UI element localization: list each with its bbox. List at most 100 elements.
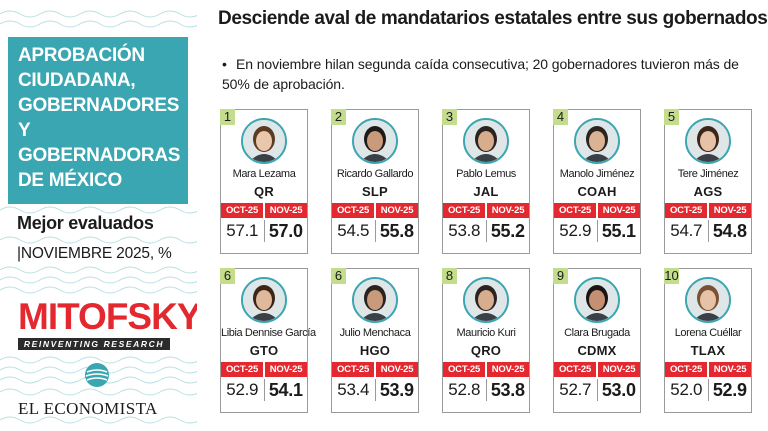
- oct-header: OCT-25: [665, 203, 707, 218]
- oct-value: 52.8: [443, 379, 487, 401]
- nov-header: NOV-25: [598, 203, 640, 218]
- rank-badge: 4: [553, 109, 568, 125]
- month-header: OCT-25 NOV-25: [221, 362, 307, 377]
- left-panel: APROBACIÓN CIUDADANA, GOBERNADORES Y GOB…: [0, 0, 197, 431]
- nov-value: 55.8: [379, 221, 414, 241]
- rank-badge: 2: [331, 109, 346, 125]
- headline: Desciende aval de mandatarios estatales …: [218, 8, 768, 29]
- oct-header: OCT-25: [221, 203, 263, 218]
- month-header: OCT-25 NOV-25: [665, 362, 751, 377]
- portrait-icon: [354, 279, 396, 321]
- approval-values: 53.8 55.2: [443, 220, 529, 242]
- state-code: TLAX: [690, 343, 726, 358]
- portrait-icon: [687, 279, 729, 321]
- nov-header: NOV-25: [487, 203, 529, 218]
- approval-values: 57.1 57.0: [221, 220, 307, 242]
- nov-header: NOV-25: [265, 203, 307, 218]
- oct-value: 52.9: [221, 379, 265, 401]
- governor-name: Libia Dennise García: [221, 327, 316, 339]
- approval-values: 52.0 52.9: [665, 379, 751, 401]
- portrait-icon: [465, 279, 507, 321]
- month-header: OCT-25 NOV-25: [554, 362, 640, 377]
- oct-value: 52.9: [554, 220, 598, 242]
- nov-header: NOV-25: [376, 203, 418, 218]
- month-header: OCT-25 NOV-25: [554, 203, 640, 218]
- month-header: OCT-25 NOV-25: [332, 362, 418, 377]
- portrait-icon: [576, 120, 618, 162]
- approval-values: 54.5 55.8: [332, 220, 418, 242]
- governor-name: Tere Jiménez: [677, 168, 739, 180]
- oct-header: OCT-25: [443, 362, 485, 377]
- nov-header: NOV-25: [598, 362, 640, 377]
- title-line: CIUDADANA,: [18, 70, 136, 91]
- nov-header: NOV-25: [709, 203, 751, 218]
- portrait-icon: [576, 279, 618, 321]
- rank-badge: 6: [220, 268, 235, 284]
- governor-name: Pablo Lemus: [456, 168, 516, 180]
- rank-badge: 1: [220, 109, 235, 125]
- governor-card: 2 Ricardo Gallardo SLP OCT-25 NOV-25 54.5 55.8: [331, 109, 419, 254]
- governor-name: Julio Menchaca: [339, 327, 411, 339]
- governor-card: 6 Libia Dennise García GTO OCT-25 NOV-25 52.9…: [220, 268, 316, 413]
- mitofsky-tagline: REINVENTING RESEARCH: [18, 338, 170, 350]
- oct-header: OCT-25: [221, 362, 263, 377]
- governor-photo: [574, 277, 620, 323]
- period-label: |NOVIEMBRE 2025, %: [17, 245, 172, 262]
- rank-badge: 3: [442, 109, 457, 125]
- governor-photo: [463, 277, 509, 323]
- oct-header: OCT-25: [332, 362, 374, 377]
- title-line: APROBACIÓN: [18, 45, 145, 66]
- nov-value: 54.1: [268, 380, 303, 400]
- state-code: JAL: [473, 184, 499, 199]
- approval-values: 52.8 53.8: [443, 379, 529, 401]
- governor-name: Mauricio Kuri: [456, 327, 516, 339]
- portrait-icon: [243, 279, 285, 321]
- portrait-icon: [465, 120, 507, 162]
- approval-values: 52.7 53.0: [554, 379, 640, 401]
- rank-badge: 6: [331, 268, 346, 284]
- title-line: GOBERNADORES Y: [18, 95, 180, 141]
- portrait-icon: [354, 120, 396, 162]
- state-code: AGS: [693, 184, 723, 199]
- state-code: COAH: [577, 184, 617, 199]
- state-code: CDMX: [577, 343, 617, 358]
- nov-value: 54.8: [712, 221, 747, 241]
- nov-header: NOV-25: [265, 362, 307, 377]
- governor-photo: [463, 118, 509, 164]
- portrait-icon: [687, 120, 729, 162]
- rank-badge: 10: [664, 268, 679, 284]
- governor-name: Lorena Cuéllar: [674, 327, 742, 339]
- oct-value: 52.0: [665, 379, 709, 401]
- governor-card: 1 Mara Lezama QR OCT-25 NOV-25 57.1 57.0: [220, 109, 308, 254]
- state-code: QRO: [470, 343, 502, 358]
- nov-header: NOV-25: [709, 362, 751, 377]
- nov-value: 55.2: [490, 221, 525, 241]
- title-line: GOBERNADORAS: [18, 145, 181, 166]
- state-code: QR: [254, 184, 274, 199]
- nov-value: 55.1: [601, 221, 636, 241]
- oct-header: OCT-25: [665, 362, 707, 377]
- governor-photo: [241, 277, 287, 323]
- subheadline: • En noviembre hilan segunda caída consec…: [222, 54, 742, 94]
- bullet: •: [222, 56, 227, 72]
- governor-card: 3 Pablo Lemus JAL OCT-25 NOV-25 53.8 55.2: [442, 109, 530, 254]
- oct-header: OCT-25: [554, 362, 596, 377]
- governor-card: 10 Lorena Cuéllar TLAX OCT-25 NOV-25 52.0 52.9: [664, 268, 752, 413]
- nov-value: 53.8: [490, 380, 525, 400]
- oct-header: OCT-25: [554, 203, 596, 218]
- title-box: APROBACIÓN CIUDADANA, GOBERNADORES Y GOB…: [8, 37, 188, 204]
- oct-value: 54.7: [665, 220, 709, 242]
- oct-value: 57.1: [221, 220, 265, 242]
- nov-value: 52.9: [712, 380, 747, 400]
- oct-value: 53.8: [443, 220, 487, 242]
- governor-card: 5 Tere Jiménez AGS OCT-25 NOV-25 54.7 54.8: [664, 109, 752, 254]
- governor-card: 9 Clara Brugada CDMX OCT-25 NOV-25 52.7 53.0: [553, 268, 641, 413]
- governor-card: 4 Manolo Jiménez COAH OCT-25 NOV-25 52.9 55.1: [553, 109, 641, 254]
- month-header: OCT-25 NOV-25: [221, 203, 307, 218]
- governor-photo: [685, 277, 731, 323]
- mitofsky-logo: MITOFSKY: [18, 296, 197, 337]
- title-line: DE MÉXICO: [18, 170, 122, 191]
- governor-name: Clara Brugada: [564, 327, 630, 339]
- best-rated-label: Mejor evaluados: [17, 213, 154, 233]
- portrait-icon: [243, 120, 285, 162]
